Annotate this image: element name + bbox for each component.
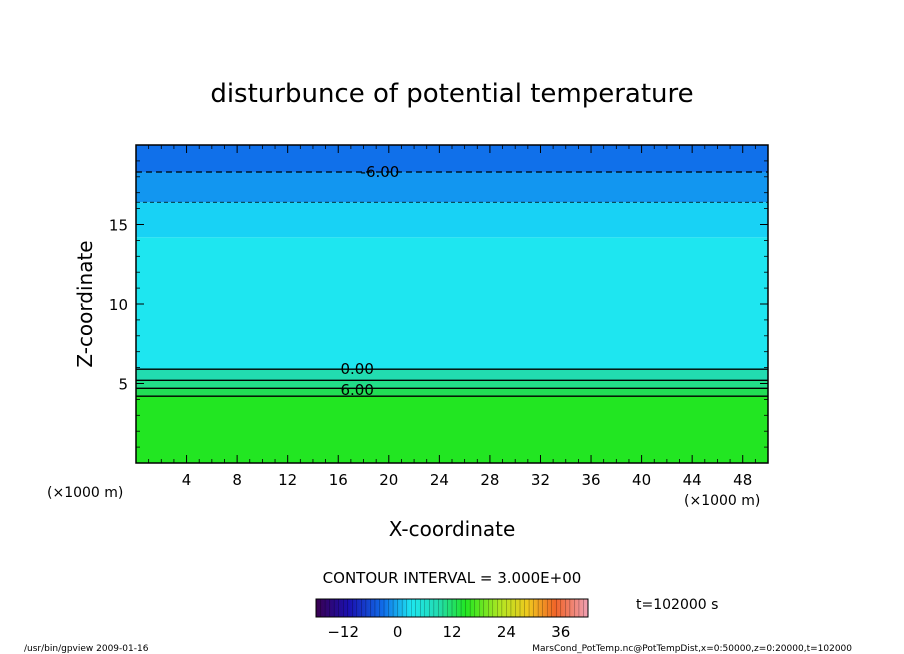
y-axis-ticks: 5 10 15	[109, 160, 768, 448]
contour-interval: CONTOUR INTERVAL = 3.000E+00	[323, 569, 582, 587]
band-0	[136, 396, 768, 463]
y-tick-label-1: 10	[109, 296, 128, 314]
x-tick-label-6: 28	[480, 471, 499, 489]
contour-lines	[136, 171, 768, 397]
x-unit-left: (×1000 m)	[47, 485, 123, 501]
y-axis-label: Z-coordinate	[73, 240, 97, 367]
colorbar-ticks: −12 0 12 24 36	[327, 623, 570, 641]
band-1	[136, 388, 768, 397]
contour-labels: -6.00 0.00 6.00	[340, 163, 399, 399]
footer-right: MarsCond_PotTemp.nc@PotTempDist,x=0:5000…	[532, 644, 852, 654]
colorbar-tick-label-0: −12	[327, 623, 359, 641]
filled-bands	[136, 145, 768, 463]
x-tick-label-11: 48	[733, 471, 752, 489]
band-4	[136, 237, 768, 370]
time-label: t=102000 s	[636, 597, 718, 613]
x-tick-label-3: 16	[329, 471, 348, 489]
contour-label-0: -6.00	[361, 163, 400, 181]
x-tick-label-8: 36	[581, 471, 600, 489]
x-tick-label-9: 40	[632, 471, 651, 489]
x-tick-label-0: 4	[182, 471, 192, 489]
x-tick-label-10: 44	[683, 471, 702, 489]
colorbar-tick-label-2: 12	[442, 623, 461, 641]
x-axis-label: X-coordinate	[389, 517, 516, 541]
x-tick-label-4: 20	[379, 471, 398, 489]
footer-left: /usr/bin/gpview 2009-01-16	[24, 644, 149, 654]
x-tick-label-7: 32	[531, 471, 550, 489]
colorbar-stripes	[320, 599, 584, 617]
band-3	[136, 369, 768, 381]
x-unit-right: (×1000 m)	[684, 493, 760, 509]
y-tick-label-0: 5	[118, 376, 128, 394]
chart-title: disturbunce of potential temperature	[210, 79, 693, 109]
band-2	[136, 380, 768, 389]
colorbar-tick-label-3: 24	[497, 623, 516, 641]
band-6	[136, 172, 768, 203]
x-tick-label-2: 12	[278, 471, 297, 489]
x-tick-label-1: 8	[232, 471, 242, 489]
colorbar-tick-label-1: 0	[393, 623, 403, 641]
band-5	[136, 202, 768, 238]
x-axis-ticks: 4 8 12 16 20 24 28 32 36 40 44 48	[148, 145, 756, 489]
contour-label-2: 6.00	[340, 381, 373, 399]
y-tick-label-2: 15	[109, 217, 128, 235]
contour-label-1: 0.00	[340, 360, 373, 378]
x-tick-label-5: 24	[430, 471, 449, 489]
band-7	[136, 145, 768, 173]
colorbar-tick-label-4: 36	[551, 623, 570, 641]
